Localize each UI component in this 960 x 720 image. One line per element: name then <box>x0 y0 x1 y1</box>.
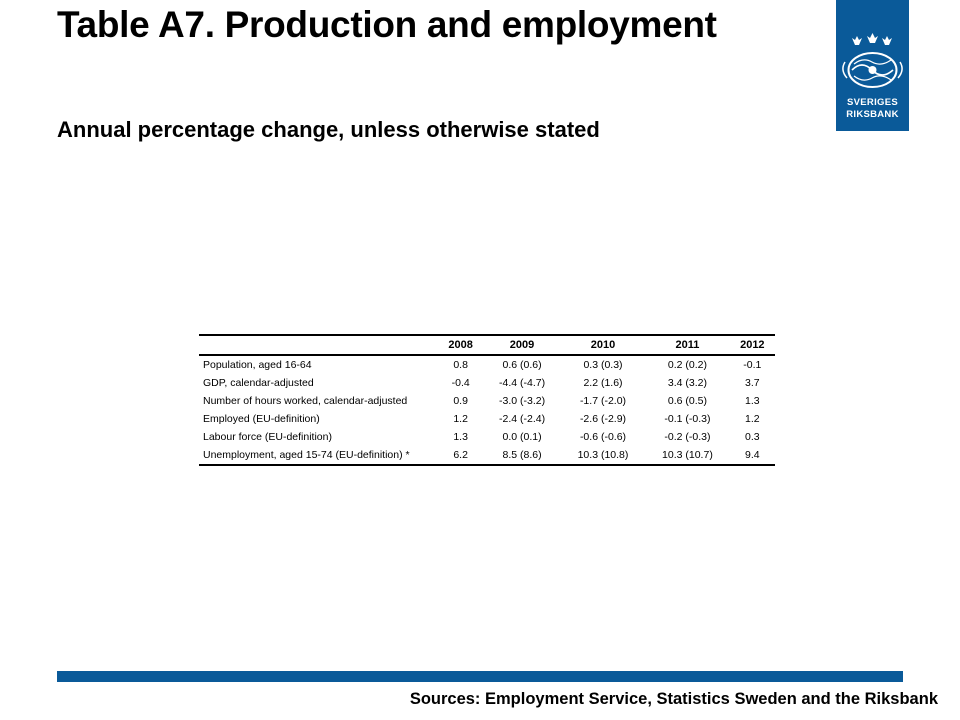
table-cell: 9.4 <box>729 446 775 466</box>
row-label: Unemployment, aged 15-74 (EU-definition)… <box>199 446 438 466</box>
table-cell: -4.4 (-4.7) <box>498 377 546 389</box>
table-cell: -2.6 (-2.9) <box>579 413 627 425</box>
table-cell: -0.6 (-0.6) <box>579 431 627 443</box>
table-row: Number of hours worked, calendar-adjuste… <box>199 392 775 410</box>
page-subtitle: Annual percentage change, unless otherwi… <box>57 117 600 142</box>
table-cell: -0.4 <box>451 377 470 389</box>
table-row: Employed (EU-definition) 1.2 -2.4 (-2.4)… <box>199 410 775 428</box>
table-row: GDP, calendar-adjusted -0.4 -4.4 (-4.7) … <box>199 374 775 392</box>
footer-divider <box>57 671 903 682</box>
table-row: Population, aged 16-64 0.8 0.6 (0.6) 0.3… <box>199 355 775 374</box>
table-header-cell: 2009 <box>483 334 561 356</box>
table-cell: 2.2 (1.6) <box>583 377 623 389</box>
sources-note: Sources: Employment Service, Statistics … <box>409 690 938 708</box>
table-cell: 0.3 (0.3) <box>583 359 623 371</box>
row-label: Labour force (EU-definition) <box>203 431 332 443</box>
riksbank-logo: SVERIGES RIKSBANK <box>836 0 909 131</box>
row-label: Number of hours worked, calendar-adjuste… <box>203 395 408 407</box>
production-employment-table: 2008 2009 2010 2011 2012 Population, age… <box>199 334 775 466</box>
table-header-cell: 2011 <box>645 334 730 356</box>
table-cell: 0.3 <box>745 431 760 443</box>
table-header-cell: 2008 <box>438 334 484 356</box>
table-cell: 1.2 <box>745 413 760 425</box>
table-cell: -3.0 (-3.2) <box>498 395 546 407</box>
page-title: Table A7. Production and employment <box>57 4 717 45</box>
table-cell: -1.7 (-2.0) <box>579 395 627 407</box>
table-cell: 0.2 (0.2) <box>667 359 707 371</box>
table-cell: 3.4 (3.2) <box>667 377 707 389</box>
table-cell: -0.1 (-0.3) <box>664 413 711 425</box>
table-cell: 1.3 <box>745 395 760 407</box>
table-cell: 0.8 <box>453 359 468 371</box>
table-cell: 0.0 (0.1) <box>502 431 542 443</box>
table-header-row: 2008 2009 2010 2011 2012 <box>199 334 775 356</box>
logo-text-line1: SVERIGES <box>847 97 898 108</box>
table-cell: 1.3 <box>453 431 468 443</box>
logo-text-line2: RIKSBANK <box>846 109 899 120</box>
table-cell: 10.3 (10.8) <box>560 446 646 466</box>
table-cell: 1.2 <box>453 413 468 425</box>
table-cell: -2.4 (-2.4) <box>498 413 546 425</box>
table-cell: -0.1 <box>743 359 762 371</box>
table-header-cell <box>199 334 438 356</box>
table-cell: -0.2 (-0.3) <box>664 431 711 443</box>
table-cell: 6.2 <box>438 446 484 466</box>
crowns-emblem-icon <box>842 33 903 88</box>
table-header-cell: 2012 <box>729 334 775 356</box>
table-cell: 0.6 (0.6) <box>502 359 542 371</box>
table-cell: 8.5 (8.6) <box>483 446 561 466</box>
table-cell: 0.6 (0.5) <box>667 395 707 407</box>
table-cell: 10.3 (10.7) <box>645 446 730 466</box>
row-label: Population, aged 16-64 <box>203 359 312 371</box>
row-label: GDP, calendar-adjusted <box>203 377 314 389</box>
table-header-cell: 2010 <box>560 334 646 356</box>
table-cell: 0.9 <box>453 395 468 407</box>
table-row: Labour force (EU-definition) 1.3 0.0 (0.… <box>199 428 775 446</box>
table-row: Unemployment, aged 15-74 (EU-definition)… <box>199 446 775 466</box>
table-cell: 3.7 <box>745 377 760 389</box>
row-label: Employed (EU-definition) <box>203 413 320 425</box>
